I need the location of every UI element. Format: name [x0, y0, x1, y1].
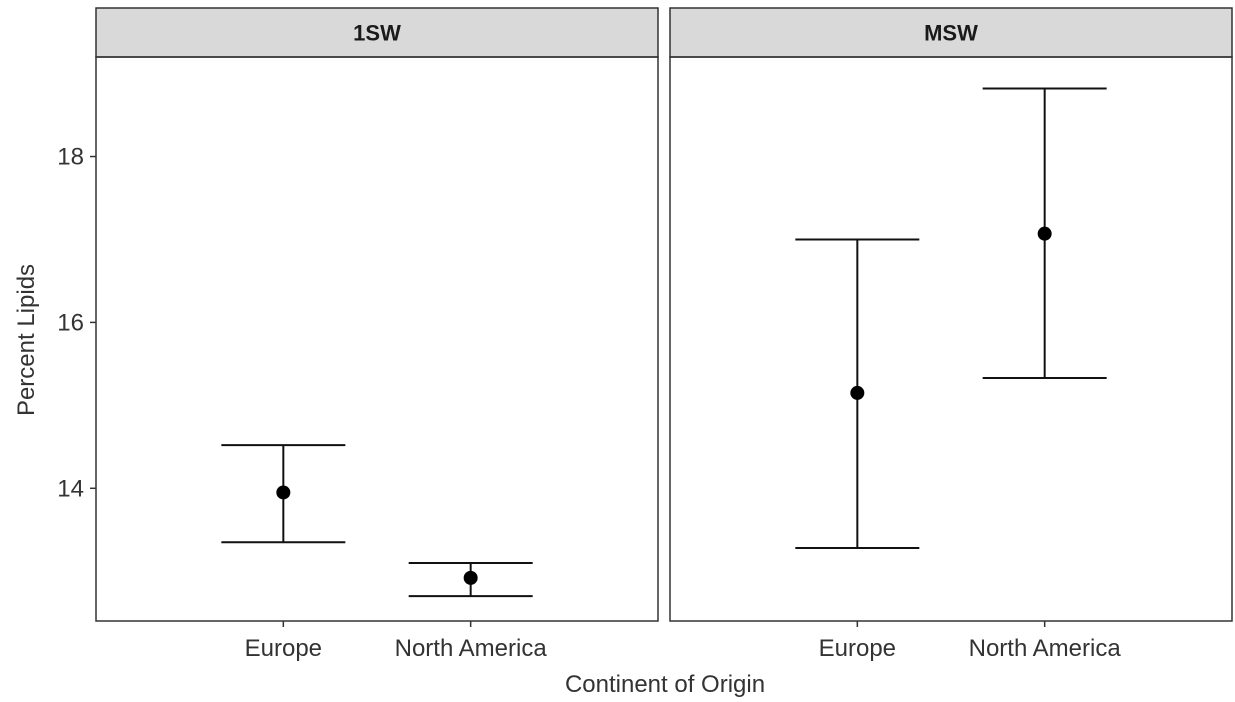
y-axis: 14 16 18 [57, 144, 96, 502]
y-tick-label: 16 [57, 309, 84, 336]
x-tick-label: Europe [819, 635, 896, 662]
x-tick-label: North America [969, 635, 1122, 662]
panel-background [96, 57, 658, 621]
panels-layer: 1SW Europe North America MSW Europe North Ame… [95, 7, 1233, 662]
facet-panel-msw: MSW Europe North America [669, 7, 1233, 662]
x-tick-label: North America [395, 635, 548, 662]
y-tick-label: 14 [57, 475, 84, 502]
facet-strip-label: MSW [924, 21, 978, 46]
y-tick-label: 18 [57, 144, 84, 171]
data-point-north-america [463, 570, 478, 585]
data-point-europe [276, 485, 291, 500]
data-point-north-america [1037, 226, 1052, 241]
y-axis-label: Percent Lipids [13, 264, 40, 416]
x-axis-label: Continent of Origin [565, 671, 765, 698]
panel-border [95, 56, 659, 622]
panel-border [669, 56, 1233, 622]
facet-strip-label: 1SW [353, 21, 401, 46]
x-tick-label: Europe [245, 635, 322, 662]
facet-strip [669, 7, 1233, 58]
facet-strip [95, 7, 659, 58]
panel-background [670, 57, 1232, 621]
data-point-europe [850, 385, 865, 400]
facet-panel-1sw: 1SW Europe North America [95, 7, 659, 662]
